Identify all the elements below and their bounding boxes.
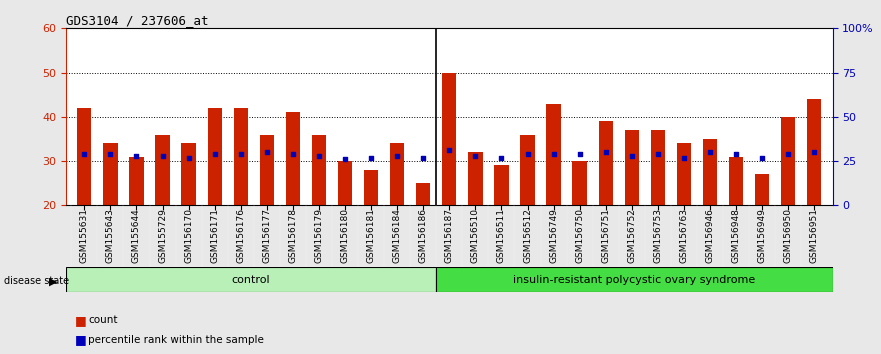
Bar — [781, 117, 796, 205]
Text: GSM155643: GSM155643 — [106, 209, 115, 263]
Point — [651, 151, 665, 157]
Bar — [260, 135, 274, 205]
Bar — [364, 170, 378, 205]
Text: GSM156170: GSM156170 — [184, 209, 193, 263]
FancyBboxPatch shape — [66, 267, 436, 292]
Point — [781, 151, 796, 157]
Point — [78, 151, 92, 157]
Bar — [573, 161, 587, 205]
Text: GSM156750: GSM156750 — [575, 209, 584, 263]
Point — [260, 149, 274, 155]
Text: insulin-resistant polycystic ovary syndrome: insulin-resistant polycystic ovary syndr… — [514, 275, 755, 285]
Text: GSM156751: GSM156751 — [601, 209, 611, 263]
Text: GSM156950: GSM156950 — [784, 209, 793, 263]
Point — [494, 155, 508, 160]
Point — [130, 153, 144, 159]
Bar — [130, 156, 144, 205]
Text: GSM156511: GSM156511 — [497, 209, 506, 263]
Bar — [729, 156, 744, 205]
Bar — [390, 143, 404, 205]
Bar — [468, 152, 483, 205]
Text: percentile rank within the sample: percentile rank within the sample — [88, 335, 264, 345]
Text: GSM156178: GSM156178 — [288, 209, 298, 263]
Bar — [337, 161, 352, 205]
Bar — [312, 135, 326, 205]
Bar — [651, 130, 665, 205]
Bar — [155, 135, 170, 205]
Bar — [416, 183, 431, 205]
Point — [729, 151, 744, 157]
Point — [338, 156, 352, 162]
Bar — [755, 175, 769, 205]
Text: GSM155729: GSM155729 — [158, 209, 167, 263]
Point — [364, 155, 378, 160]
Point — [625, 153, 639, 159]
Text: GSM155631: GSM155631 — [80, 209, 89, 263]
Point — [390, 153, 404, 159]
FancyBboxPatch shape — [436, 267, 833, 292]
Text: GSM156948: GSM156948 — [731, 209, 741, 263]
Bar — [703, 139, 717, 205]
Text: GSM156176: GSM156176 — [236, 209, 245, 263]
Bar — [233, 108, 248, 205]
Point — [677, 155, 691, 160]
Point — [312, 153, 326, 159]
Point — [546, 151, 560, 157]
Text: count: count — [88, 315, 117, 325]
Bar — [181, 143, 196, 205]
Text: ■: ■ — [75, 333, 86, 346]
Text: GSM156949: GSM156949 — [758, 209, 766, 263]
Point — [285, 151, 300, 157]
Point — [155, 153, 169, 159]
Point — [208, 151, 222, 157]
Point — [469, 153, 483, 159]
Bar — [285, 113, 300, 205]
Bar — [807, 99, 821, 205]
Text: GSM156753: GSM156753 — [654, 209, 663, 263]
Bar — [494, 166, 508, 205]
Point — [573, 151, 587, 157]
Point — [807, 149, 821, 155]
Point — [181, 155, 196, 160]
Bar — [521, 135, 535, 205]
Text: GSM156951: GSM156951 — [810, 209, 818, 263]
Text: GSM156184: GSM156184 — [393, 209, 402, 263]
Text: ▶: ▶ — [48, 276, 57, 286]
Text: GSM156180: GSM156180 — [341, 209, 350, 263]
Point — [416, 155, 430, 160]
Point — [703, 149, 717, 155]
Text: GSM156946: GSM156946 — [706, 209, 714, 263]
Bar — [625, 130, 639, 205]
Text: control: control — [232, 275, 270, 285]
Text: GSM156512: GSM156512 — [523, 209, 532, 263]
Text: GSM156181: GSM156181 — [366, 209, 375, 263]
Text: GSM156749: GSM156749 — [549, 209, 558, 263]
Bar — [546, 104, 561, 205]
Text: GSM156186: GSM156186 — [418, 209, 428, 263]
Bar — [677, 143, 691, 205]
Point — [442, 148, 456, 153]
Point — [233, 151, 248, 157]
Text: GSM156510: GSM156510 — [470, 209, 480, 263]
Text: GSM156171: GSM156171 — [211, 209, 219, 263]
Text: disease state: disease state — [4, 276, 70, 286]
Text: GSM155644: GSM155644 — [132, 209, 141, 263]
Bar — [442, 73, 456, 205]
Point — [599, 149, 613, 155]
Text: ■: ■ — [75, 314, 86, 327]
Bar — [78, 108, 92, 205]
Text: GSM156179: GSM156179 — [315, 209, 323, 263]
Bar — [208, 108, 222, 205]
Text: GSM156187: GSM156187 — [445, 209, 454, 263]
Text: GSM156752: GSM156752 — [627, 209, 636, 263]
Text: GSM156763: GSM156763 — [679, 209, 688, 263]
Bar — [598, 121, 613, 205]
Text: GSM156177: GSM156177 — [263, 209, 271, 263]
Point — [521, 151, 535, 157]
Point — [103, 151, 117, 157]
Point — [755, 155, 769, 160]
Bar — [103, 143, 117, 205]
Text: GDS3104 / 237606_at: GDS3104 / 237606_at — [66, 14, 209, 27]
